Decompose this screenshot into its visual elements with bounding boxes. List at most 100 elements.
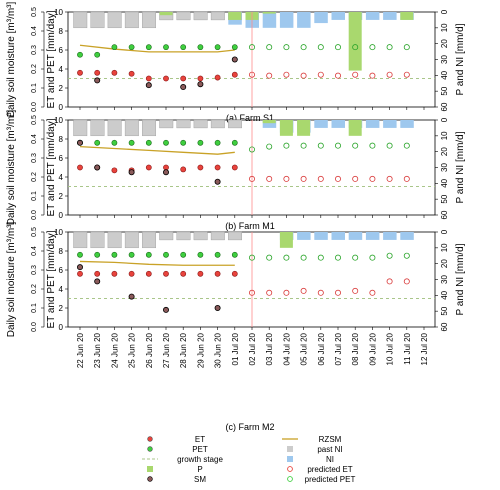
pet-point xyxy=(94,251,101,258)
x-axis-tick-label: 23 Jun 20 xyxy=(93,332,102,368)
predicted-et-point xyxy=(403,71,410,78)
legend-label: predicted PET xyxy=(305,475,356,484)
left-axis-tick-label: 10 xyxy=(54,228,63,237)
x-axis-tick-label: 11 Jul 20 xyxy=(403,332,412,364)
sm-axis-label: Daily soil moisture [m³/m³] xyxy=(6,2,17,118)
ni-bar xyxy=(331,232,345,240)
past-ni-bar xyxy=(210,231,225,241)
legend-label: RZSM xyxy=(319,435,342,444)
sm-axis-tick-label: 0.1 xyxy=(31,191,38,201)
predicted-pet-point xyxy=(248,254,255,261)
x-axis-tick-label: 06 Jul 20 xyxy=(317,332,326,365)
predicted-pet-point xyxy=(386,142,393,149)
et-point xyxy=(180,166,187,173)
pet-point xyxy=(94,139,101,146)
et-point xyxy=(180,270,187,277)
sm-point xyxy=(94,77,101,84)
predicted-et-point xyxy=(283,71,290,78)
sm-point xyxy=(94,164,101,171)
sm-axis-tick-label: 0.3 xyxy=(31,45,38,55)
predicted-pet-point xyxy=(283,142,290,149)
p-bar xyxy=(348,120,362,136)
p-bar xyxy=(279,120,293,136)
past-ni-bar xyxy=(193,119,208,129)
predicted-et-point xyxy=(369,175,376,182)
pet-point xyxy=(111,251,118,258)
past-ni-bar xyxy=(142,11,157,29)
predicted-pet-point xyxy=(317,142,324,149)
ni-bar xyxy=(297,232,311,240)
legend-symbol xyxy=(287,476,293,482)
legend-label: predicted ET xyxy=(307,465,352,474)
rzsm-line xyxy=(79,145,235,155)
legend-label: past NI xyxy=(317,445,342,454)
et-point xyxy=(145,270,152,277)
pet-point xyxy=(111,139,118,146)
sm-point xyxy=(162,306,169,313)
ni-bar xyxy=(314,232,328,240)
predicted-et-point xyxy=(403,175,410,182)
sm-axis-tick-label: 0.2 xyxy=(31,284,38,294)
x-axis-tick-label: 09 Jul 20 xyxy=(368,332,377,365)
predicted-et-point xyxy=(352,175,359,182)
x-axis-tick-label: 22 Jun 20 xyxy=(76,332,85,368)
ni-bar xyxy=(400,232,414,240)
plot-frame xyxy=(67,231,436,328)
legend-label: ET xyxy=(195,435,205,444)
p-bar xyxy=(262,120,276,124)
past-ni-bar xyxy=(90,11,105,29)
sm-point xyxy=(214,304,221,311)
legend-label: NI xyxy=(326,455,334,464)
past-ni-bar xyxy=(73,231,88,249)
predicted-et-point xyxy=(283,289,290,296)
predicted-pet-point xyxy=(317,44,324,51)
ni-bar xyxy=(383,232,397,240)
left-axis-tick-label: 6 xyxy=(59,266,64,275)
pet-point xyxy=(128,139,135,146)
rzsm-line xyxy=(79,44,235,53)
predicted-pet-point xyxy=(283,254,290,261)
past-ni-bar xyxy=(228,231,243,241)
pet-point xyxy=(94,51,101,58)
predicted-et-point xyxy=(300,72,307,79)
legend-label: P xyxy=(197,465,202,474)
predicted-pet-point xyxy=(266,143,273,150)
right-axis-tick-label: 60 xyxy=(440,210,449,219)
et-point xyxy=(163,270,169,277)
left-axis-label: ET and PET [mm/day] xyxy=(46,230,57,328)
sm-point xyxy=(231,56,238,63)
ni-bar xyxy=(262,120,277,128)
right-axis-tick-label: 10 xyxy=(440,131,449,140)
right-axis-tick-label: 20 xyxy=(440,259,449,268)
sm-axis-tick-label: 0.3 xyxy=(31,265,38,275)
sm-axis-tick-label: 0.0 xyxy=(31,210,38,220)
sm-point xyxy=(197,81,204,88)
sm-axis-tick-label: 0.5 xyxy=(31,7,38,17)
left-axis-tick-label: 8 xyxy=(59,135,64,144)
legend-symbol xyxy=(147,476,153,482)
ni-bar xyxy=(262,12,277,28)
predicted-et-point xyxy=(334,289,341,296)
pet-point xyxy=(77,51,83,58)
past-ni-bar xyxy=(124,231,139,249)
sm-point xyxy=(180,84,187,91)
ni-bar xyxy=(297,12,311,28)
pet-point xyxy=(214,44,221,51)
predicted-pet-point xyxy=(403,44,410,51)
right-axis-tick-label: 30 xyxy=(440,55,449,64)
right-axis-label: P and NI [mm/d] xyxy=(455,243,466,315)
predicted-et-point xyxy=(334,175,341,182)
left-axis-tick-label: 8 xyxy=(59,247,64,256)
panel-caption: (a) Farm S1 xyxy=(226,113,274,123)
past-ni-bar xyxy=(124,11,139,29)
predicted-et-point xyxy=(248,289,255,296)
predicted-pet-point xyxy=(334,44,341,51)
et-point xyxy=(111,69,118,76)
pet-point xyxy=(163,251,169,258)
predicted-et-point xyxy=(317,175,324,182)
legend-symbol xyxy=(147,446,153,452)
left-axis-label: ET and PET [mm/day] xyxy=(46,118,57,216)
p-bar xyxy=(159,12,173,16)
sm-axis-tick-label: 0.4 xyxy=(31,246,38,256)
